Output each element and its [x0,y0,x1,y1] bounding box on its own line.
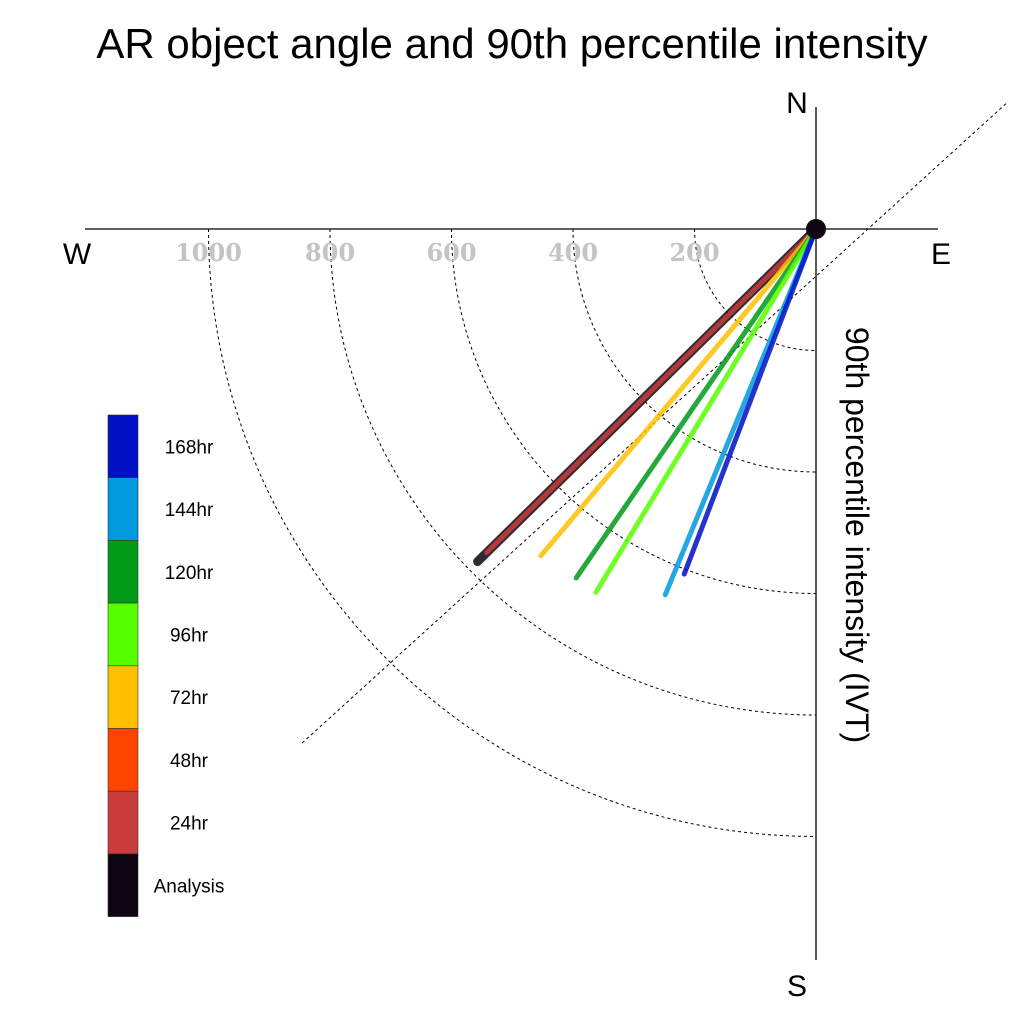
series-line-72hr [538,226,819,559]
radial-axis-label: 90th percentile intensity (IVT) [839,327,875,743]
tick-label-200: 200 [669,238,719,267]
compass-west: W [63,238,92,271]
legend-swatch-168hr [107,414,139,479]
legend-label-96hr: 96hr [170,625,209,646]
grid-arc-400 [572,228,817,473]
grid-arc-1000 [208,228,817,837]
legend: 168hr 144hr 120hr 96hr 72hr 48hr 24hr Analysis [107,414,225,917]
legend-swatch-analysis [107,853,139,917]
legend-label-analysis: Analysis [154,876,225,897]
tick-label-400: 400 [548,238,598,267]
series-line-96hr [593,226,819,595]
grid-arc-200 [694,228,817,351]
series-lines [473,224,821,598]
origin-dot [806,219,826,239]
legend-label-168hr: 168hr [165,437,214,458]
compass-east: E [931,238,951,271]
legend-label-120hr: 120hr [165,563,214,584]
series-line-168hr [681,226,819,577]
tick-label-600: 600 [426,238,476,267]
legend-label-144hr: 144hr [165,500,214,521]
grid [208,103,1007,837]
legend-swatch-48hr [107,728,139,792]
tick-label-1000: 1000 [175,238,242,267]
tick-label-800: 800 [305,238,355,267]
axes [85,107,938,960]
legend-label-72hr: 72hr [170,688,209,709]
series-line-120hr [573,226,819,581]
compass-south: S [787,970,807,1003]
legend-swatch-120hr [107,540,139,604]
grid-arc-600 [451,228,817,594]
legend-swatch-72hr [107,665,139,729]
legend-swatch-144hr [107,477,139,541]
series-line-24hr [484,226,819,556]
legend-label-48hr: 48hr [170,751,209,772]
grid-arc-800 [329,228,817,716]
compass-north: N [786,87,808,120]
legend-label-24hr: 24hr [170,814,209,835]
radial-ticks: 200 400 600 800 1000 [175,238,719,267]
legend-swatch-96hr [107,602,139,667]
legend-swatch-24hr [107,790,139,855]
chart-title: AR object angle and 90th percentile inte… [96,20,927,67]
